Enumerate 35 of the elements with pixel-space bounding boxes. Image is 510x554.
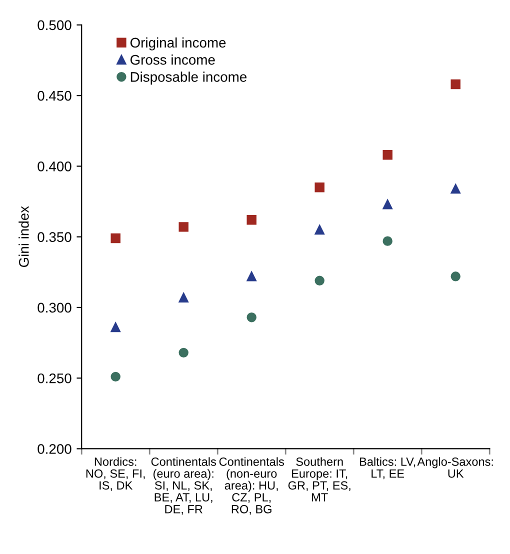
point — [246, 215, 256, 225]
point — [246, 312, 256, 322]
point — [178, 292, 188, 302]
point — [110, 233, 120, 244]
point — [178, 348, 188, 358]
point — [382, 236, 392, 246]
y-tick-label: 0.250 — [38, 373, 72, 384]
x-tick-label: Anglo-Saxons: UK — [417, 457, 493, 478]
x-tick-label: Continentals (non-euro area): HU, CZ, PL, RO, BG — [219, 457, 284, 515]
y-tick-label: 0.450 — [38, 90, 72, 101]
point — [314, 224, 324, 235]
point — [110, 372, 120, 382]
x-tick-label: Baltics: LV, LT, EE — [360, 457, 416, 480]
x-tick-label: Nordics: NO, SE, FI, IS, DK — [86, 457, 145, 492]
point — [450, 272, 460, 282]
y-tick-label: 0.200 — [38, 444, 72, 454]
legend-label: Disposable income — [130, 72, 247, 85]
y-tick-label: 0.500 — [38, 20, 72, 30]
x-tick-label: Continentals (euro area): SI, NL, SK, BE, AT, LU, DE, FR — [151, 457, 216, 515]
point — [314, 182, 324, 192]
point — [450, 184, 460, 194]
y-tick-label: 0.350 — [38, 232, 72, 242]
x-tick-label: Southern Europe: IT, GR, PT, ES, MT — [288, 457, 350, 502]
point — [450, 79, 460, 90]
y-tick-label: 0.400 — [38, 162, 72, 172]
point — [314, 276, 324, 286]
point — [382, 150, 392, 160]
point — [178, 222, 188, 232]
point — [246, 272, 256, 282]
point — [110, 322, 120, 332]
y-axis-title: Gini index — [18, 206, 29, 268]
legend-label: Gross income — [130, 54, 215, 65]
point — [382, 199, 392, 210]
legend-label: Original income — [130, 37, 226, 50]
y-tick-label: 0.300 — [38, 302, 72, 313]
